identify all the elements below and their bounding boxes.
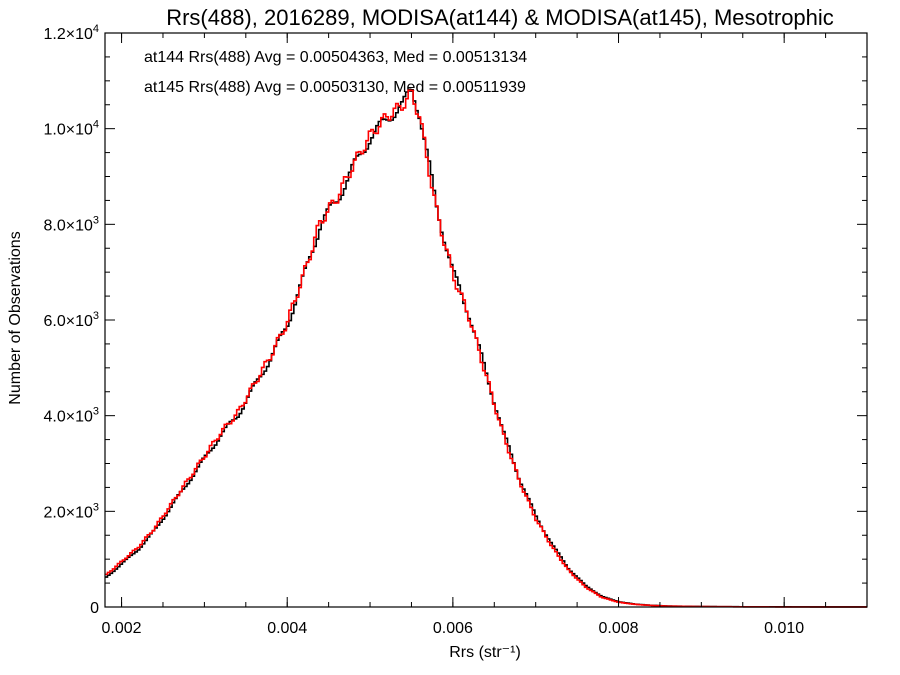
x-tick-label: 0.006 bbox=[433, 620, 473, 637]
y-tick-label: 6.0×103 bbox=[43, 310, 99, 330]
x-axis-label: Rrs (str⁻¹) bbox=[449, 644, 521, 661]
x-tick-label: 0.010 bbox=[764, 620, 804, 637]
chart-title: Rrs(488), 2016289, MODISA(at144) & MODIS… bbox=[166, 5, 834, 30]
plot-frame bbox=[104, 32, 868, 608]
x-tick-label: 0.004 bbox=[267, 620, 307, 637]
y-tick-label: 1.2×104 bbox=[43, 23, 99, 43]
y-tick-exponent: 3 bbox=[93, 214, 99, 226]
y-tick-exponent: 4 bbox=[93, 23, 99, 35]
y-tick-label: 4.0×103 bbox=[43, 406, 99, 426]
y-tick-label: 2.0×103 bbox=[43, 501, 99, 521]
annotation-at144: at144 Rrs(488) Avg = 0.00504363, Med = 0… bbox=[144, 49, 527, 66]
x-tick-label: 0.008 bbox=[598, 620, 638, 637]
series-layer bbox=[105, 88, 867, 608]
y-tick-exponent: 3 bbox=[93, 406, 99, 418]
x-tick-label: 0.002 bbox=[102, 620, 142, 637]
y-tick-exponent: 3 bbox=[93, 310, 99, 322]
y-tick-label: 8.0×103 bbox=[43, 214, 99, 234]
y-axis-label: Number of Observations bbox=[7, 231, 24, 404]
annotation-at145: at145 Rrs(488) Avg = 0.00503130, Med = 0… bbox=[144, 79, 526, 96]
y-tick-exponent: 3 bbox=[93, 501, 99, 513]
series-at144-line bbox=[105, 88, 867, 608]
ticks-layer: 0.002 0.004 0.006 0.008 0.010 0 2.0×103 4.0×103… bbox=[43, 23, 868, 637]
y-tick-label: 0 bbox=[90, 600, 99, 617]
y-tick-label: 1.0×104 bbox=[43, 119, 99, 139]
series-at145-line bbox=[105, 89, 867, 608]
y-tick-exponent: 4 bbox=[93, 119, 99, 131]
